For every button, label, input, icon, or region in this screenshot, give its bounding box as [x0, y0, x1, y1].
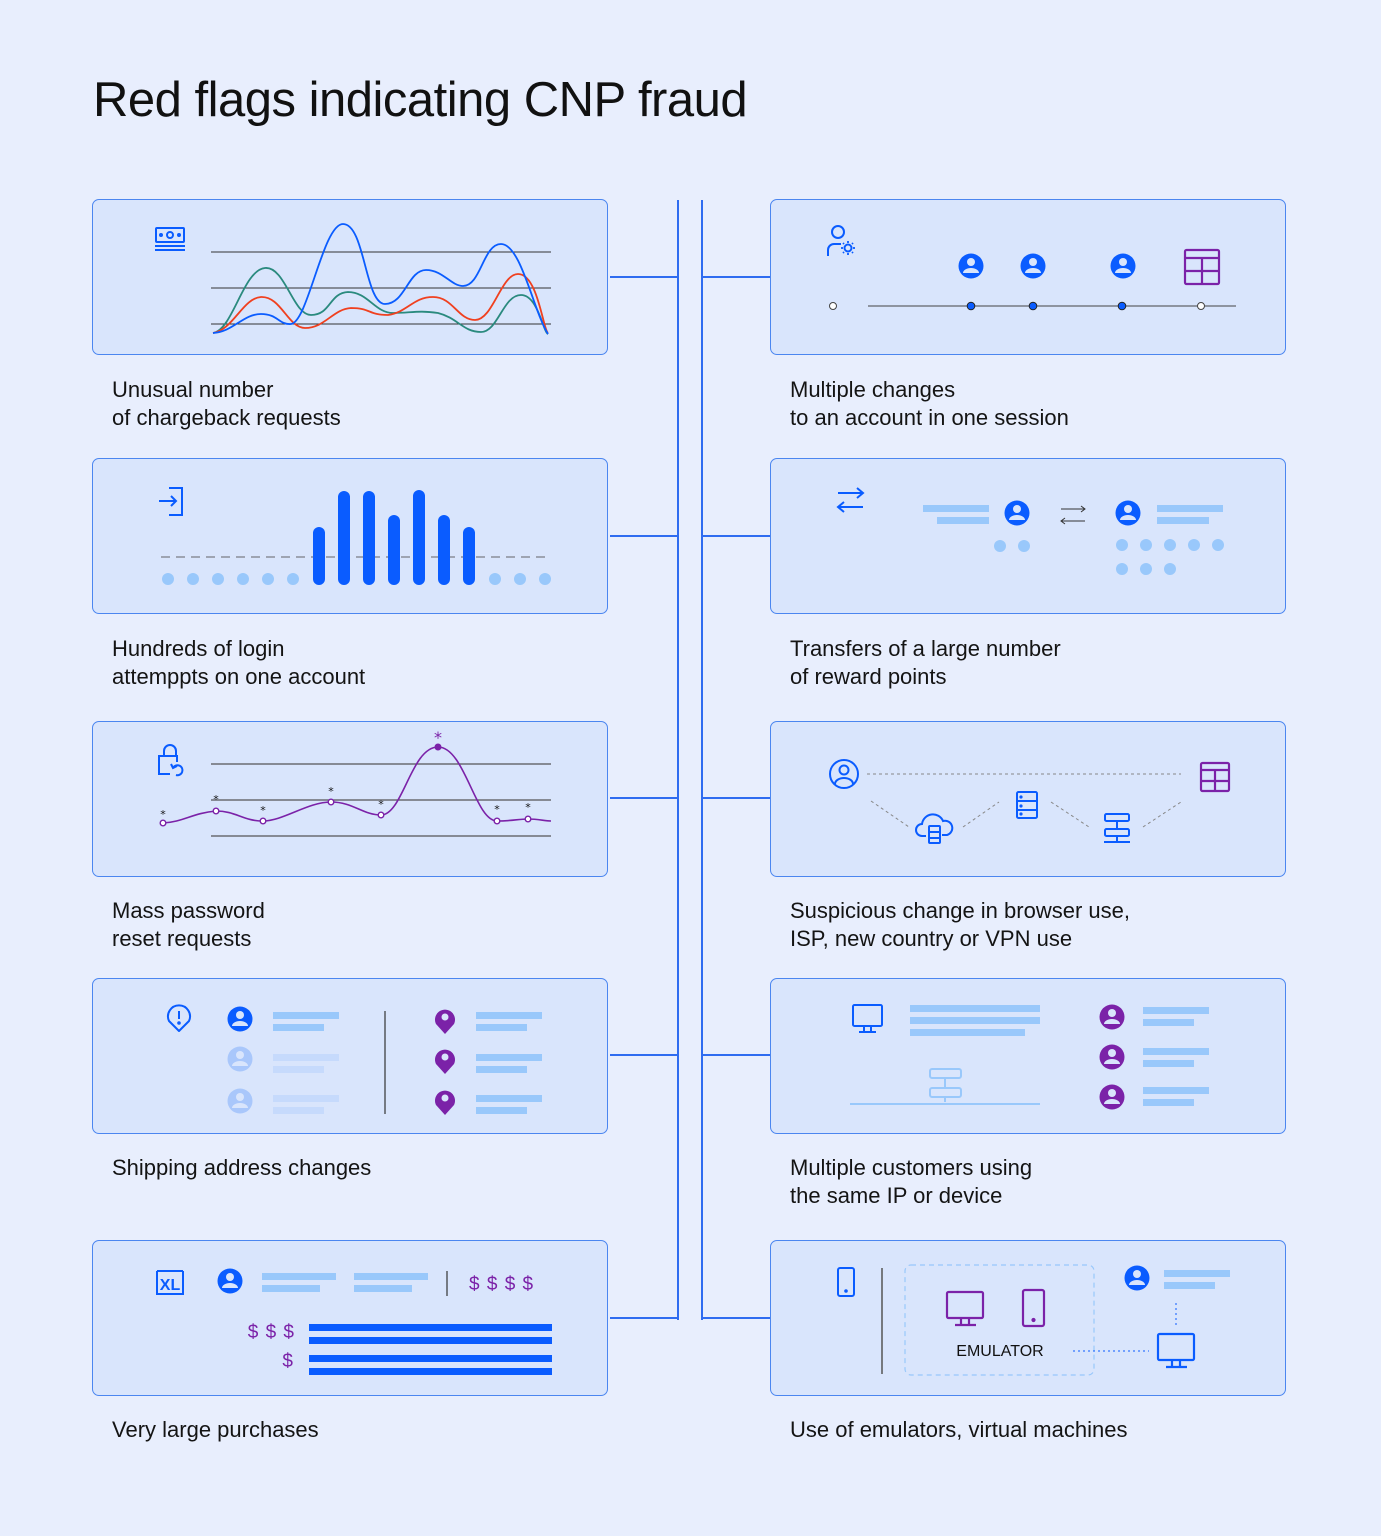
card-shared-ip-device: [770, 978, 1286, 1134]
label-browser-isp-vpn: Suspicious change in browser use, ISP, n…: [790, 898, 1130, 951]
connector-right-5: [702, 1317, 771, 1319]
connector-left-3: [610, 797, 678, 799]
user-avatar-faded: [227, 1046, 253, 1114]
chart-line-teal: [212, 267, 549, 335]
user-avatar-active: [227, 1006, 253, 1032]
page-title: Red flags indicating CNP fraud: [93, 73, 748, 127]
cloud-database-icon: [915, 813, 954, 844]
text-placeholder-bars: [262, 1273, 428, 1292]
card-login-attempts: [92, 458, 608, 614]
real-monitor-icon: [1156, 1332, 1196, 1369]
xl-size-icon: XL: [156, 1270, 184, 1295]
text-placeholder-bars: [273, 1012, 339, 1114]
phone-icon: [837, 1267, 855, 1297]
map-pin-icons: [435, 1009, 455, 1115]
table-icon: [1199, 761, 1231, 793]
user-circle-icon: [829, 759, 859, 789]
chart-line-red: [212, 273, 549, 334]
receiver-avatar: [1115, 500, 1141, 526]
svg-text:*: *: [160, 808, 166, 821]
customer-avatars: [1099, 1004, 1125, 1110]
card-large-purchases: XL $ $ $ $ $ $ $ $: [92, 1240, 608, 1396]
svg-text:XL: XL: [160, 1277, 181, 1294]
label-login-attempts: Hundreds of login attemppts on one accou…: [112, 636, 366, 689]
connector-left-2: [610, 535, 678, 537]
svg-text:*: *: [213, 793, 219, 806]
exchange-arrows: [1060, 505, 1086, 525]
network-server-faded: [850, 1068, 1040, 1105]
card-emulators: EMULATOR: [770, 1240, 1286, 1396]
network-server-icon: [1104, 813, 1130, 843]
idle-dots: [162, 573, 551, 585]
svg-text:*: *: [378, 798, 384, 811]
label-account-changes: Multiple changes to an account in one se…: [790, 377, 1069, 430]
card-browser-isp-vpn: [770, 721, 1286, 877]
banknote-icon: [155, 227, 185, 251]
dollar-signs-top: $ $ $ $: [469, 1274, 534, 1295]
emulated-phone-icon: [1021, 1288, 1046, 1328]
timeline-end: [1197, 302, 1205, 310]
login-attempt-bars: [313, 490, 475, 585]
asterisk-markers: * * * * * * * *: [160, 728, 531, 821]
card-account-changes: [770, 199, 1286, 355]
location-alert-icon: [167, 1004, 191, 1032]
address-placeholder-bars: [476, 1012, 542, 1114]
connector-left-trunk: [677, 200, 679, 1320]
text-placeholder-bars: [910, 1005, 1040, 1036]
sender-avatar: [1004, 500, 1030, 526]
dotted-connections: [1073, 1303, 1177, 1352]
svg-text:*: *: [494, 803, 500, 816]
connector-left-5: [610, 1317, 678, 1319]
connector-right-4: [702, 1054, 771, 1056]
user-avatars: [958, 253, 1136, 279]
dollar-signs-mid: $ $ $: [248, 1322, 295, 1343]
card-shipping-address: [92, 978, 608, 1134]
lock-reset-icon: [158, 744, 184, 777]
card-reward-points: [770, 458, 1286, 614]
emulator-label: EMULATOR: [956, 1343, 1043, 1360]
connector-right-trunk: [701, 200, 703, 1320]
user-avatar: [217, 1268, 243, 1294]
connector-left-1: [610, 276, 678, 278]
svg-text:*: *: [434, 728, 442, 747]
text-placeholder-bars: [1164, 1270, 1230, 1289]
connector-left-4: [610, 1054, 678, 1056]
svg-text:*: *: [260, 804, 266, 817]
chart-gridlines: [211, 763, 551, 837]
points-dots: [994, 539, 1224, 575]
card-password-reset: * * * * * * * *: [92, 721, 608, 877]
label-emulators: Use of emulators, virtual machines: [790, 1417, 1128, 1442]
user-avatar: [1124, 1265, 1150, 1291]
svg-text:*: *: [525, 801, 531, 814]
timeline-events: [966, 301, 1127, 311]
timeline-start: [829, 302, 837, 310]
label-chargebacks: Unusual number of chargeback requests: [112, 377, 341, 430]
emulated-monitor-icon: [945, 1290, 985, 1327]
dollar-signs-low: $: [282, 1351, 293, 1372]
reset-requests-line: [162, 746, 552, 824]
purchase-amount-bars: [309, 1324, 552, 1375]
monitor-icon: [852, 1004, 883, 1033]
login-icon: [159, 487, 183, 516]
label-large-purchases: Very large purchases: [112, 1417, 319, 1442]
emulator-box: [904, 1264, 1095, 1376]
user-settings-icon: [827, 225, 855, 256]
label-password-reset: Mass password reset requests: [112, 898, 265, 951]
text-placeholder-bars: [923, 505, 1223, 524]
data-points: [159, 743, 532, 827]
card-chargebacks: [92, 199, 608, 355]
dotted-connections: [867, 773, 1182, 828]
transfer-arrows-icon: [836, 487, 865, 513]
server-rack-icon: [1016, 791, 1038, 819]
label-shared-ip-device: Multiple customers using the same IP or …: [790, 1155, 1033, 1208]
connector-right-1: [702, 276, 771, 278]
connector-right-3: [702, 797, 771, 799]
svg-text:*: *: [328, 785, 334, 798]
label-reward-points: Transfers of a large number of reward po…: [790, 636, 1061, 689]
label-shipping-address: Shipping address changes: [112, 1155, 372, 1180]
chart-line-blue: [212, 223, 549, 335]
connector-right-2: [702, 535, 771, 537]
customer-placeholder-bars: [1143, 1007, 1209, 1106]
table-icon: [1183, 248, 1221, 286]
